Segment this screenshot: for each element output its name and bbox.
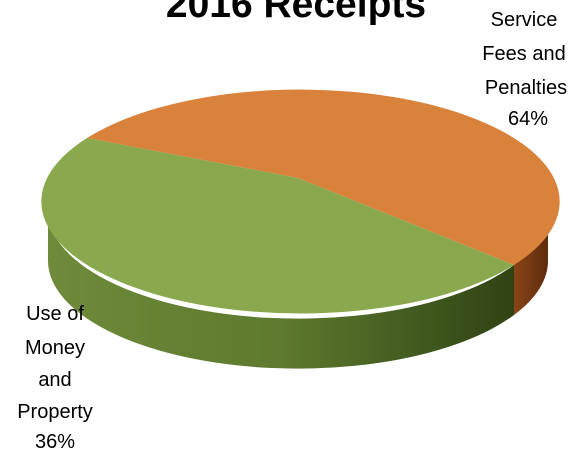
slice-percent-use-of-money: 36% bbox=[35, 431, 75, 452]
slice-label-service-fees-line-2: Fees and bbox=[482, 43, 565, 65]
pie-slice-use-of-money bbox=[41, 138, 514, 314]
pie-slice-service-fees bbox=[87, 89, 560, 266]
slice-label-use-of-money-line-2: Money bbox=[25, 337, 85, 359]
slice-label-service-fees-line-1: Service bbox=[491, 9, 558, 31]
slice-label-use-of-money-line-1: Use of bbox=[26, 303, 84, 325]
slice-label-service-fees-line-3: Penalties bbox=[485, 77, 567, 99]
chart-title: 2016 Receipts bbox=[166, 0, 426, 26]
pie-side-use-of-money bbox=[47, 210, 515, 369]
slice-label-use-of-money-line-3: and bbox=[38, 369, 71, 391]
slice-label-use-of-money-line-4: Property bbox=[17, 401, 93, 423]
slice-percent-service-fees: 64% bbox=[508, 108, 548, 130]
pie-side-service-fees bbox=[514, 210, 549, 315]
